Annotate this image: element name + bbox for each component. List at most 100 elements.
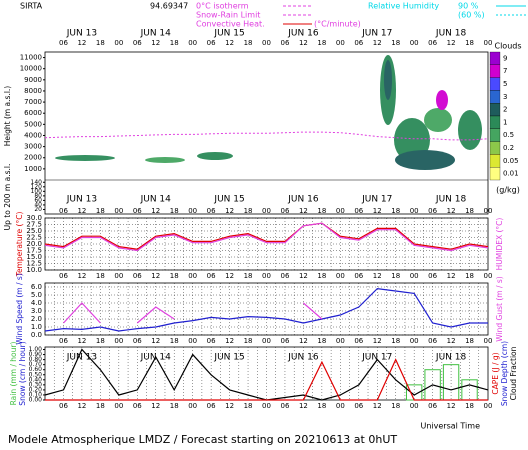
y-tick-label: 0.0 [31,331,42,339]
legend-convective: Convective Heat. [196,20,265,29]
y-tick-label: 0.90 [29,351,43,358]
hour-label: 06 [354,207,363,215]
coords: 94.69347 [150,2,188,11]
y-tick-label: 0.10 [29,391,43,398]
hour-label: 06 [280,337,289,345]
hour-label: 18 [391,272,400,280]
colorbar-label: 5 [503,80,507,88]
y-tick-label: 2000 [24,154,42,162]
hour-label: 18 [96,272,105,280]
y-tick-label: 0.80 [29,356,43,363]
hour-label: 12 [299,207,308,215]
colorbar-cell [489,90,501,104]
colorbar-label: 0.01 [503,170,519,178]
y-tick-label: 140 [31,179,43,186]
y-tick-label: 8000 [24,87,42,95]
hour-label: 00 [484,402,493,410]
isotherm-line [44,131,489,141]
y-tick-label: 6.0 [31,283,42,291]
hour-label: 00 [188,272,197,280]
hour-label: 12 [373,272,382,280]
y-tick-label: 9000 [24,76,42,84]
hour-label: 06 [428,39,437,47]
legend-isotherm: 0°C isotherm [196,2,249,11]
series-line [45,358,488,401]
series-line [63,302,323,324]
day-label: JUN 17 [361,353,392,363]
hour-label: 00 [484,39,493,47]
colorbar-cell [489,115,501,129]
hour-label: 00 [114,402,123,410]
y-tick-label: 1000 [24,165,42,173]
hour-label: 00 [188,402,197,410]
hour-label: 00 [410,207,419,215]
day-label: JUN 16 [287,353,319,363]
y-tick-label: 100 [31,188,43,195]
hour-label: 18 [465,207,474,215]
hour-label: 18 [96,402,105,410]
hour-label: 00 [114,207,123,215]
axis-title: Temperature (°C) [15,212,24,278]
cloud-field [55,55,482,170]
hour-label: 12 [151,39,160,47]
hour-label: 06 [428,402,437,410]
hour-label: 00 [188,207,197,215]
hour-label: 06 [280,39,289,47]
hour-label: 00 [114,337,123,345]
y-tick-label: 15.0 [26,253,42,261]
series-line [44,222,489,252]
day-label: JUN 14 [140,29,172,39]
hour-label: 00 [262,402,271,410]
hour-label: 12 [299,39,308,47]
hour-label: 00 [410,272,419,280]
y-tick-label: 11000 [20,54,42,62]
hour-label: 12 [447,272,456,280]
y-tick-label: 1.00 [29,346,43,353]
hour-label: 06 [59,207,68,215]
hour-label: 06 [59,39,68,47]
colorbar-cell [489,103,501,117]
hour-label: 00 [262,272,271,280]
axis-title: Snow Depth (cm) [500,341,509,406]
hour-label: 12 [225,272,234,280]
hour-label: 00 [484,337,493,345]
colorbar-label: 7 [503,67,507,75]
hour-label: 06 [207,337,216,345]
colorbar-label: 9 [503,54,507,62]
hour-label: 18 [317,272,326,280]
hour-label: 12 [299,272,308,280]
hour-label: 18 [465,402,474,410]
colorbar-label: 2 [503,106,507,114]
hour-label: 18 [465,272,474,280]
hour-label: 06 [207,272,216,280]
hour-label: 12 [151,402,160,410]
axis-title: Up to 200 m a.s.l. [3,164,12,231]
hour-label: 18 [317,39,326,47]
y-tick-label: 20 [34,206,42,213]
colorbar-label: 0.5 [503,131,514,139]
y-tick-label: 30.0 [26,214,42,222]
colorbar-cell [489,64,501,78]
axis-title: Wind Speed (m / s) [15,273,24,345]
y-tick-label: 25.0 [26,227,42,235]
day-label: JUN 15 [213,353,244,363]
y-tick-label: 20.0 [26,240,42,248]
colorbar-label: 0.05 [503,157,519,165]
hour-label: 06 [354,39,363,47]
hour-label: 06 [133,272,142,280]
hour-label: 18 [391,39,400,47]
hour-label: 00 [188,39,197,47]
hour-label: 18 [244,402,253,410]
hour-label: 18 [244,207,253,215]
day-label: JUN 17 [361,29,392,39]
y-tick-label: 4.0 [31,299,42,307]
colorbar-cell [489,77,501,91]
hour-label: 00 [114,39,123,47]
hour-label: 12 [151,207,160,215]
hour-label: 06 [428,207,437,215]
hour-label: 12 [373,402,382,410]
hour-label: 00 [188,337,197,345]
y-tick-label: 2.0 [31,315,42,323]
y-tick-label: 60 [34,197,42,204]
hour-label: 06 [133,207,142,215]
